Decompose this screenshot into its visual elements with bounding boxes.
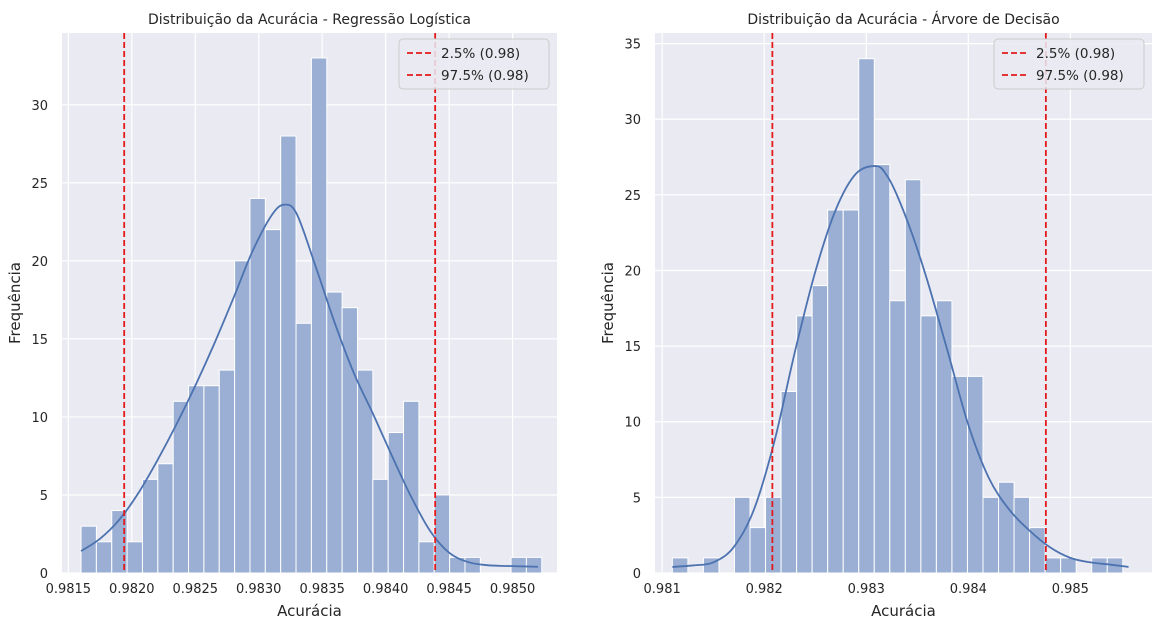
y-tick-label: 20	[624, 264, 641, 279]
histogram-bar	[403, 400, 420, 574]
histogram-bar	[780, 390, 798, 574]
x-tick-label: 0.984	[950, 582, 987, 597]
x-axis-label: Acurácia	[871, 602, 936, 620]
histogram-bar	[1044, 557, 1062, 574]
y-tick-label: 15	[31, 333, 48, 348]
histogram-bar	[433, 494, 451, 574]
y-tick-label: 5	[633, 491, 641, 506]
legend-box	[398, 38, 550, 90]
legend-label: 97.5% (0.98)	[1036, 68, 1124, 84]
x-tick-label: 0.9845	[426, 582, 472, 597]
legend: 2.5% (0.98) 97.5% (0.98)	[398, 38, 550, 90]
histogram-bar	[842, 209, 860, 574]
y-axis-label: Frequência	[599, 262, 617, 344]
histogram-bar	[356, 369, 374, 574]
legend-label: 2.5% (0.98)	[1036, 46, 1115, 62]
y-tick-label: 30	[31, 99, 48, 114]
histogram-bar	[141, 478, 159, 574]
histogram-bar	[203, 385, 220, 574]
x-tick-label: 0.981	[644, 582, 681, 597]
histogram-bar	[326, 291, 343, 574]
histogram-bar	[525, 556, 543, 574]
y-tick-label: 25	[624, 189, 641, 204]
histogram-bar	[749, 527, 767, 574]
x-axis-label: Acurácia	[277, 602, 342, 620]
x-tick-label: 0.982	[746, 582, 783, 597]
x-tick-label: 0.9835	[299, 582, 345, 597]
x-tick-label: 0.9815	[46, 582, 92, 597]
chart-panel-1: 0.9815 0.9820 0.9825 0.9830 0.9835 0.9840 0.98…	[6, 12, 557, 620]
histogram-bar	[372, 478, 389, 574]
y-tick-label: 10	[624, 416, 641, 431]
histogram-bar	[858, 58, 875, 574]
y-tick-label: 25	[31, 177, 48, 192]
y-tick-label: 20	[31, 255, 48, 270]
y-tick-label: 5	[40, 489, 48, 504]
chart-panel-2: 0.981 0.982 0.983 0.984 0.985 0 5 10 15 20 25 30 35 D…	[599, 11, 1152, 620]
histogram-bar	[1091, 557, 1108, 574]
x-tick-label: 0.983	[848, 582, 885, 597]
histogram-bar	[811, 285, 829, 574]
histogram-bar	[234, 260, 251, 574]
histogram-bar	[966, 375, 984, 574]
histogram-bar	[998, 481, 1015, 574]
histogram-bar	[264, 229, 282, 574]
histogram-bar	[765, 496, 782, 574]
chart-title: Distribuição da Acurácia - Árvore de Dec…	[747, 11, 1059, 28]
x-tick-label: 0.985	[1052, 582, 1089, 597]
histogram-bar	[827, 209, 844, 574]
x-tick-label: 0.9830	[236, 582, 282, 597]
y-tick-label: 30	[624, 113, 641, 128]
histogram-bar	[889, 300, 906, 574]
x-tick-label: 0.9840	[363, 582, 409, 597]
y-tick-label: 35	[624, 38, 641, 53]
histogram-bar	[310, 57, 328, 574]
y-tick-label: 10	[31, 411, 48, 426]
x-tick-label: 0.9850	[490, 582, 536, 597]
histogram-bar	[1029, 527, 1046, 574]
y-tick-label: 15	[624, 340, 641, 355]
histogram-bar	[295, 322, 312, 574]
histogram-bar	[95, 541, 113, 574]
legend-label: 97.5% (0.98)	[441, 68, 529, 84]
histogram-bar	[218, 369, 236, 574]
histogram-bar	[157, 463, 174, 574]
histogram-bar	[796, 315, 813, 574]
histogram-bar	[510, 556, 527, 574]
y-tick-label: 0	[40, 567, 48, 582]
legend-label: 2.5% (0.98)	[441, 46, 520, 62]
x-tick-label: 0.9825	[173, 582, 219, 597]
legend-box	[993, 38, 1145, 90]
legend: 2.5% (0.98) 97.5% (0.98)	[993, 38, 1145, 90]
x-tick-label: 0.9820	[109, 582, 155, 597]
histogram-bar	[873, 164, 891, 574]
y-tick-label: 0	[633, 567, 641, 582]
histogram-bar	[188, 385, 205, 574]
chart-title: Distribuição da Acurácia - Regressão Log…	[148, 12, 471, 28]
histogram-bar	[126, 541, 143, 574]
histogram-bar	[418, 541, 435, 574]
kde-curve	[672, 165, 1129, 568]
histogram-bar	[920, 315, 937, 574]
histogram-bar	[249, 197, 266, 574]
histogram-bar	[280, 135, 297, 574]
histogram-bar	[951, 375, 968, 574]
histogram-bar	[982, 496, 1000, 574]
y-axis-label: Frequência	[6, 262, 24, 344]
histogram-bar	[464, 556, 481, 574]
histogram-bar	[1060, 557, 1077, 574]
kde-curve	[80, 203, 538, 568]
histogram-bar	[1013, 496, 1031, 574]
